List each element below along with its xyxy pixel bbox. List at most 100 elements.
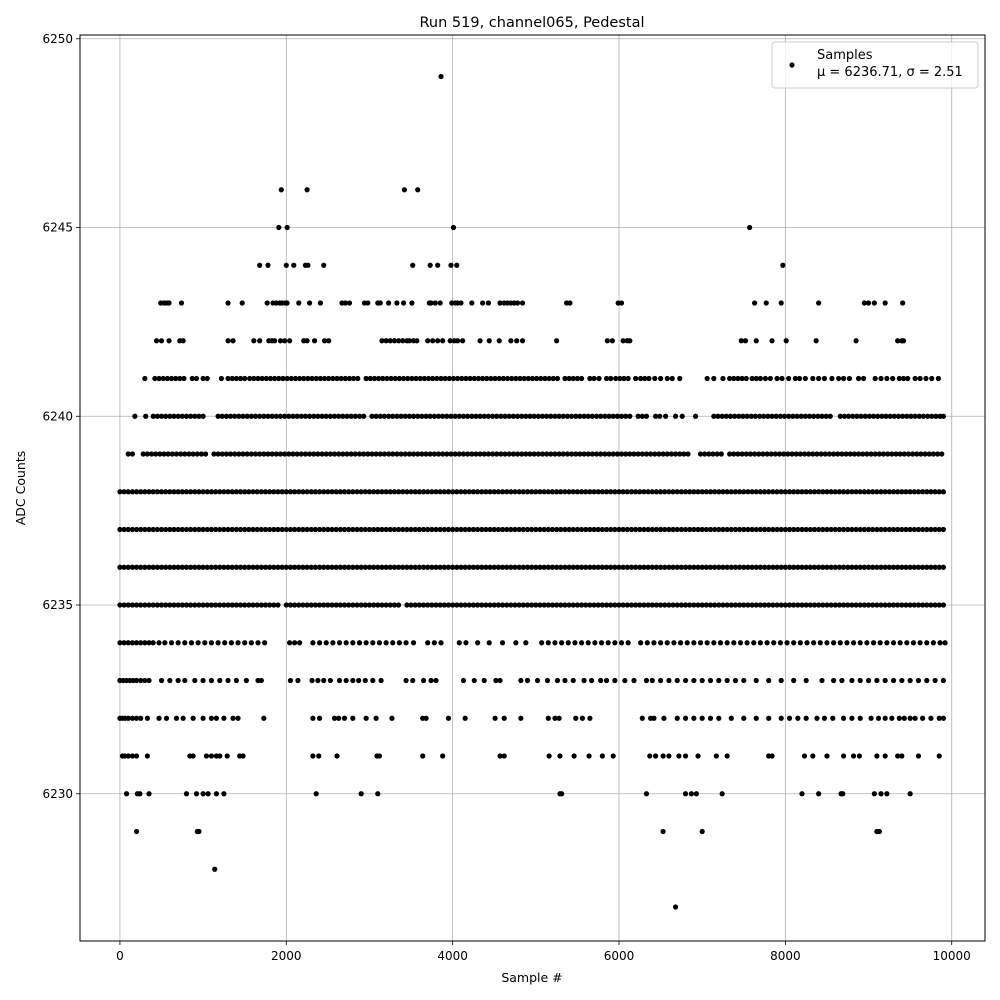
sample-point [646, 375, 652, 382]
sample-point [558, 489, 564, 495]
sample-point [548, 451, 554, 457]
sample-point [138, 640, 144, 646]
sample-point [395, 489, 402, 495]
sample-point [627, 338, 633, 344]
sample-point [807, 564, 813, 570]
sample-point [454, 602, 460, 608]
sample-point [200, 602, 206, 608]
sample-point [897, 640, 903, 646]
sample-point [739, 451, 745, 457]
sample-point [566, 526, 572, 533]
sample-point [886, 489, 892, 495]
legend-series-name: Samples [817, 48, 873, 63]
sample-point [376, 640, 383, 646]
sample-point [846, 375, 853, 382]
sample-point [616, 489, 622, 495]
sample-point [653, 489, 660, 495]
sample-point [275, 564, 281, 570]
sample-point [240, 413, 246, 419]
sample-point [336, 715, 342, 721]
sample-point [587, 375, 593, 382]
sample-point [516, 526, 522, 533]
sample-point [379, 564, 385, 570]
sample-point [341, 489, 348, 495]
sample-point [890, 564, 897, 570]
sample-point [559, 791, 565, 797]
sample-point [928, 715, 934, 721]
sample-point [323, 640, 329, 646]
sample-point [179, 526, 185, 533]
sample-point [237, 375, 244, 382]
sample-point [904, 413, 910, 419]
sample-point [732, 489, 739, 495]
sample-point [454, 526, 460, 533]
sample-point [208, 715, 215, 721]
sample-point [743, 451, 749, 457]
sample-point [761, 489, 768, 495]
sample-point [865, 300, 872, 306]
sample-point [413, 375, 419, 382]
sample-point [795, 715, 801, 721]
sample-point [279, 526, 285, 533]
sample-point [221, 489, 227, 495]
sample-point [311, 338, 318, 344]
sample-point [539, 451, 546, 457]
sample-point [732, 602, 739, 608]
sample-point [753, 677, 759, 684]
sample-point [292, 602, 298, 608]
sample-point [920, 489, 926, 495]
sample-point [779, 375, 785, 382]
sample-point [853, 602, 859, 608]
sample-point [248, 640, 254, 646]
sample-point [483, 489, 489, 495]
sample-point [557, 753, 563, 759]
sample-point [358, 526, 364, 533]
sample-point [440, 338, 446, 344]
sample-point [660, 828, 666, 835]
sample-point [400, 564, 406, 570]
sample-point [599, 753, 605, 759]
sample-point [298, 413, 304, 419]
sample-point [811, 413, 817, 419]
sample-point [304, 526, 310, 533]
sample-point [678, 564, 684, 570]
sample-point [764, 451, 770, 457]
sample-point [233, 602, 239, 608]
sample-point [524, 677, 531, 684]
sample-point [244, 413, 250, 419]
sample-point [420, 602, 427, 608]
sample-point [317, 300, 323, 306]
sample-point [720, 564, 726, 570]
sample-point [807, 602, 813, 608]
sample-point [712, 489, 718, 495]
sample-point [142, 640, 148, 646]
sample-point [121, 602, 127, 608]
sample-point [631, 451, 637, 457]
sample-point [437, 489, 443, 495]
sample-point [682, 564, 689, 570]
sample-point [539, 640, 545, 646]
y-tick-label: 6240 [42, 409, 73, 423]
sample-point [282, 451, 288, 457]
sample-point [637, 564, 643, 570]
sample-point [196, 602, 202, 608]
sample-point [487, 602, 493, 608]
sample-point [313, 791, 319, 797]
sample-point [662, 564, 668, 570]
sample-point [200, 526, 206, 533]
sample-point [146, 564, 152, 570]
sample-point [907, 526, 913, 533]
sample-point [121, 640, 127, 646]
sample-point [425, 602, 431, 608]
sample-point [687, 489, 693, 495]
sample-point [200, 489, 206, 495]
sample-point [625, 640, 631, 646]
sample-point [350, 564, 356, 570]
sample-point [350, 489, 356, 495]
sample-point [897, 451, 903, 457]
sample-point [486, 338, 492, 344]
sample-point [132, 413, 138, 419]
sample-point [510, 451, 516, 457]
sample-point [129, 526, 136, 533]
sample-point [188, 564, 194, 570]
